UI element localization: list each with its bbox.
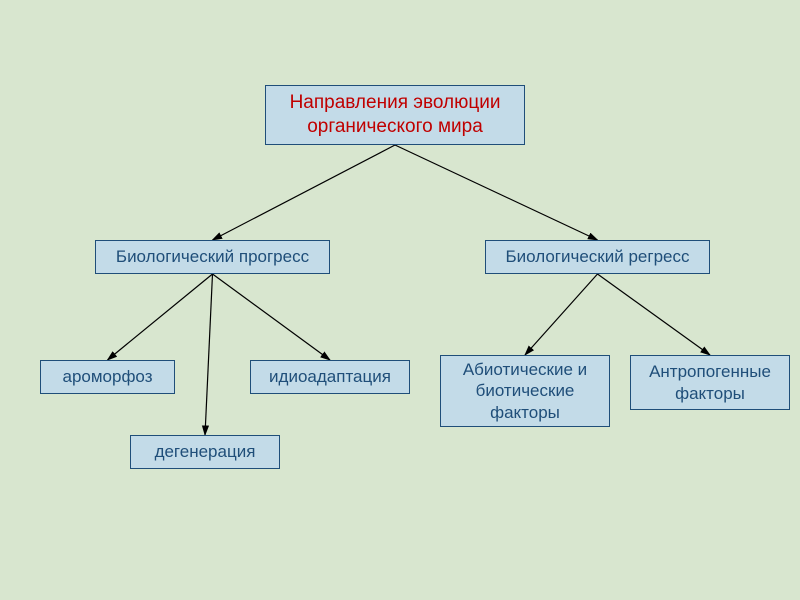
edge-root-regress <box>395 145 598 240</box>
node-root: Направления эволюции органического мира <box>265 85 525 145</box>
edge-progress-degeneration <box>205 274 213 435</box>
edge-progress-aromorphoz <box>108 274 213 360</box>
node-degeneration: дегенерация <box>130 435 280 469</box>
node-anthropo: Антропогенные факторы <box>630 355 790 410</box>
node-regress: Биологический регресс <box>485 240 710 274</box>
edge-regress-abiotic <box>525 274 598 355</box>
node-progress: Биологический прогресс <box>95 240 330 274</box>
diagram-canvas: Направления эволюции органического мира Б… <box>0 0 800 600</box>
edge-progress-idioadapt <box>213 274 331 360</box>
edge-root-progress <box>213 145 396 240</box>
node-idioadapt: идиоадаптация <box>250 360 410 394</box>
node-abiotic: Абиотические и биотические факторы <box>440 355 610 427</box>
edge-regress-anthropo <box>598 274 711 355</box>
node-aromorphoz: ароморфоз <box>40 360 175 394</box>
